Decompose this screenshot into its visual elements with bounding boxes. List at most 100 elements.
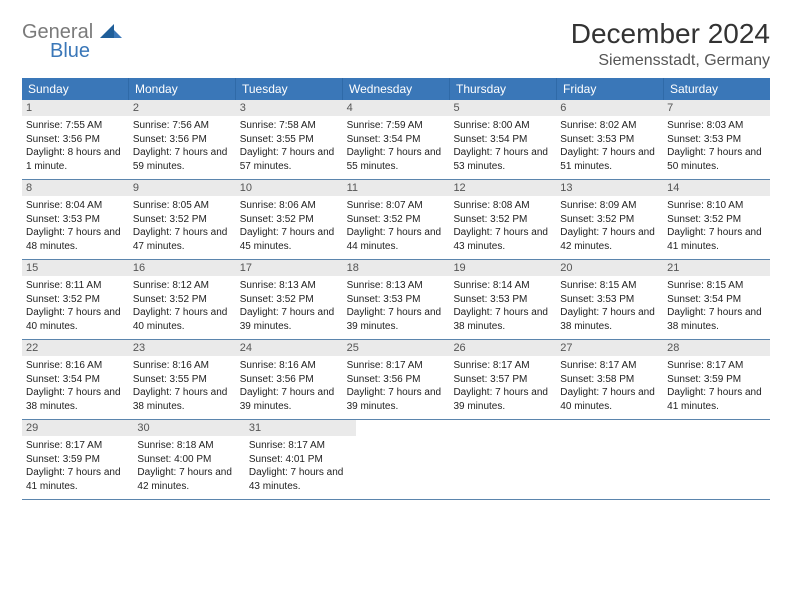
logo-text: General Blue xyxy=(22,22,122,61)
day-cell: 31 Sunrise: 8:17 AMSunset: 4:01 PMDayligh… xyxy=(245,420,356,499)
header: General Blue December 2024 Siemensstadt,… xyxy=(22,18,770,70)
day-sunrise: Sunrise: 8:16 AM xyxy=(133,359,232,373)
location-label: Siemensstadt, Germany xyxy=(571,52,770,70)
day-number: 7 xyxy=(663,100,770,116)
day-number: 22 xyxy=(22,340,129,356)
day-sunrise: Sunrise: 8:08 AM xyxy=(453,199,552,213)
day-daylight: Daylight: 7 hours and 41 minutes. xyxy=(667,226,766,253)
day-sunset: Sunset: 3:52 PM xyxy=(453,213,552,227)
day-cell: 15Sunrise: 8:11 AMSunset: 3:52 PMDayligh… xyxy=(22,260,129,339)
day-number: 16 xyxy=(129,260,236,276)
logo: General Blue xyxy=(22,18,122,61)
day-number: 13 xyxy=(556,180,663,196)
day-sunset: Sunset: 3:56 PM xyxy=(347,373,446,387)
day-number: 19 xyxy=(449,260,556,276)
weekday-header: Monday xyxy=(129,78,236,100)
day-daylight: Daylight: 7 hours and 38 minutes. xyxy=(560,306,659,333)
day-number: 11 xyxy=(343,180,450,196)
day-daylight: Daylight: 7 hours and 40 minutes. xyxy=(560,386,659,413)
empty-cell xyxy=(667,420,770,499)
day-cell: 8Sunrise: 8:04 AMSunset: 3:53 PMDaylight… xyxy=(22,180,129,259)
day-sunset: Sunset: 3:52 PM xyxy=(133,293,232,307)
day-cell: 23 Sunrise: 8:16 AMSunset: 3:55 PMDayligh… xyxy=(129,340,236,419)
day-cell: 12Sunrise: 8:08 AMSunset: 3:52 PMDayligh… xyxy=(449,180,556,259)
day-sunset: Sunset: 3:52 PM xyxy=(347,213,446,227)
day-sunset: Sunset: 3:52 PM xyxy=(133,213,232,227)
day-sunset: Sunset: 3:54 PM xyxy=(453,133,552,147)
day-number: 23 xyxy=(129,340,236,356)
day-daylight: Daylight: 7 hours and 38 minutes. xyxy=(667,306,766,333)
title-block: December 2024 Siemensstadt, Germany xyxy=(571,18,770,70)
day-daylight: Daylight: 7 hours and 39 minutes. xyxy=(347,386,446,413)
day-sunrise: Sunrise: 7:58 AM xyxy=(240,119,339,133)
day-cell: 17Sunrise: 8:13 AMSunset: 3:52 PMDayligh… xyxy=(236,260,343,339)
day-daylight: Daylight: 7 hours and 41 minutes. xyxy=(26,466,129,493)
day-number: 31 xyxy=(245,420,356,436)
day-sunrise: Sunrise: 8:18 AM xyxy=(137,439,240,453)
day-sunset: Sunset: 3:52 PM xyxy=(560,213,659,227)
day-sunset: Sunset: 3:57 PM xyxy=(453,373,552,387)
logo-word-blue: Blue xyxy=(22,41,122,61)
day-cell: 29Sunrise: 8:17 AMSunset: 3:59 PMDayligh… xyxy=(22,420,133,499)
day-daylight: Daylight: 7 hours and 39 minutes. xyxy=(347,306,446,333)
day-sunset: Sunset: 3:56 PM xyxy=(133,133,232,147)
day-sunset: Sunset: 3:52 PM xyxy=(240,213,339,227)
day-number: 2 xyxy=(129,100,236,116)
day-daylight: Daylight: 7 hours and 38 minutes. xyxy=(26,386,125,413)
day-sunrise: Sunrise: 8:03 AM xyxy=(667,119,766,133)
weekday-header-row: SundayMondayTuesdayWednesdayThursdayFrid… xyxy=(22,78,770,100)
day-number: 29 xyxy=(22,420,133,436)
day-cell: 9Sunrise: 8:05 AMSunset: 3:52 PMDaylight… xyxy=(129,180,236,259)
day-sunrise: Sunrise: 8:16 AM xyxy=(240,359,339,373)
day-number: 28 xyxy=(663,340,770,356)
day-number: 15 xyxy=(22,260,129,276)
day-sunrise: Sunrise: 8:17 AM xyxy=(453,359,552,373)
day-daylight: Daylight: 7 hours and 38 minutes. xyxy=(133,386,232,413)
day-cell: 26Sunrise: 8:17 AMSunset: 3:57 PMDayligh… xyxy=(449,340,556,419)
day-daylight: Daylight: 7 hours and 42 minutes. xyxy=(137,466,240,493)
day-sunrise: Sunrise: 8:17 AM xyxy=(560,359,659,373)
day-sunrise: Sunrise: 8:17 AM xyxy=(249,439,352,453)
day-number: 27 xyxy=(556,340,663,356)
day-cell: 20Sunrise: 8:15 AMSunset: 3:53 PMDayligh… xyxy=(556,260,663,339)
day-sunset: Sunset: 4:01 PM xyxy=(249,453,352,467)
day-sunset: Sunset: 3:52 PM xyxy=(667,213,766,227)
day-daylight: Daylight: 7 hours and 50 minutes. xyxy=(667,146,766,173)
day-sunrise: Sunrise: 8:09 AM xyxy=(560,199,659,213)
day-sunset: Sunset: 3:55 PM xyxy=(133,373,232,387)
day-number: 3 xyxy=(236,100,343,116)
week-row: 22Sunrise: 8:16 AMSunset: 3:54 PMDayligh… xyxy=(22,340,770,420)
day-sunset: Sunset: 3:53 PM xyxy=(667,133,766,147)
day-sunrise: Sunrise: 8:11 AM xyxy=(26,279,125,293)
empty-cell xyxy=(563,420,666,499)
day-cell: 3Sunrise: 7:58 AMSunset: 3:55 PMDaylight… xyxy=(236,100,343,179)
day-sunset: Sunset: 3:52 PM xyxy=(26,293,125,307)
day-number: 6 xyxy=(556,100,663,116)
day-cell: 27Sunrise: 8:17 AMSunset: 3:58 PMDayligh… xyxy=(556,340,663,419)
day-sunrise: Sunrise: 7:56 AM xyxy=(133,119,232,133)
weekday-header: Saturday xyxy=(664,78,770,100)
day-daylight: Daylight: 7 hours and 43 minutes. xyxy=(249,466,352,493)
day-number: 21 xyxy=(663,260,770,276)
day-daylight: Daylight: 7 hours and 39 minutes. xyxy=(240,306,339,333)
day-number: 24 xyxy=(236,340,343,356)
day-daylight: Daylight: 7 hours and 43 minutes. xyxy=(453,226,552,253)
day-sunrise: Sunrise: 8:04 AM xyxy=(26,199,125,213)
day-number: 14 xyxy=(663,180,770,196)
day-daylight: Daylight: 7 hours and 44 minutes. xyxy=(347,226,446,253)
day-daylight: Daylight: 7 hours and 39 minutes. xyxy=(453,386,552,413)
day-sunrise: Sunrise: 8:17 AM xyxy=(667,359,766,373)
week-row: 29Sunrise: 8:17 AMSunset: 3:59 PMDayligh… xyxy=(22,420,770,500)
day-number: 8 xyxy=(22,180,129,196)
day-daylight: Daylight: 7 hours and 41 minutes. xyxy=(667,386,766,413)
day-cell: 2Sunrise: 7:56 AMSunset: 3:56 PMDaylight… xyxy=(129,100,236,179)
day-sunrise: Sunrise: 8:07 AM xyxy=(347,199,446,213)
weekday-header: Sunday xyxy=(22,78,129,100)
day-cell: 18Sunrise: 8:13 AMSunset: 3:53 PMDayligh… xyxy=(343,260,450,339)
day-daylight: Daylight: 7 hours and 38 minutes. xyxy=(453,306,552,333)
day-cell: 6Sunrise: 8:02 AMSunset: 3:53 PMDaylight… xyxy=(556,100,663,179)
day-sunset: Sunset: 3:52 PM xyxy=(240,293,339,307)
day-sunset: Sunset: 3:55 PM xyxy=(240,133,339,147)
week-row: 1Sunrise: 7:55 AMSunset: 3:56 PMDaylight… xyxy=(22,100,770,180)
empty-cell xyxy=(356,420,459,499)
